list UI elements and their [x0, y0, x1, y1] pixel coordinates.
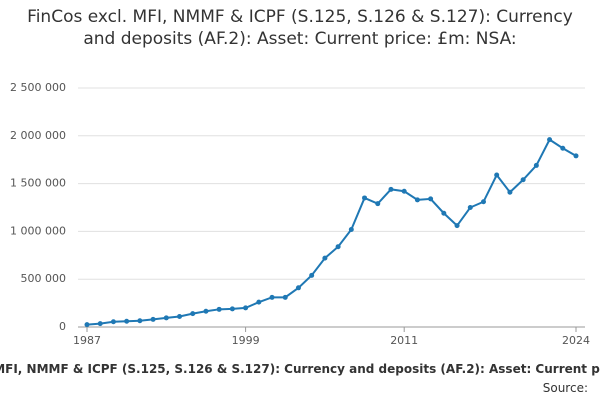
data-point	[573, 153, 579, 159]
data-point	[335, 244, 341, 250]
y-tick-label: 500 000	[21, 272, 67, 285]
data-point	[163, 315, 169, 321]
x-tick-label: 2024	[562, 334, 590, 347]
data-point	[137, 318, 143, 324]
data-point	[124, 318, 130, 324]
data-point	[388, 186, 394, 192]
data-point	[97, 321, 103, 327]
data-point	[203, 308, 209, 314]
data-point	[454, 223, 460, 229]
y-tick-label: 1 500 000	[10, 177, 66, 190]
x-tick-label: 2011	[390, 334, 418, 347]
data-point	[414, 197, 420, 203]
x-tick-label: 1987	[73, 334, 101, 347]
data-point	[216, 306, 222, 312]
data-point	[507, 189, 513, 195]
data-point	[243, 305, 249, 311]
x-tick-label: 1999	[232, 334, 260, 347]
data-point	[375, 201, 381, 207]
data-point	[441, 210, 447, 216]
data-point	[560, 145, 566, 151]
data-point	[269, 294, 275, 300]
data-point	[229, 306, 235, 312]
y-tick-label: 2 000 000	[10, 129, 66, 142]
data-point	[177, 313, 183, 319]
series-line	[86, 138, 577, 326]
data-point	[150, 316, 156, 322]
data-point	[295, 285, 301, 291]
data-point	[190, 311, 196, 317]
data-point	[362, 195, 368, 201]
source: Source:	[542, 381, 588, 395]
data-point	[480, 199, 486, 205]
y-tick-label: 1 000 000	[10, 224, 66, 237]
data-point	[256, 299, 262, 305]
data-point	[282, 294, 288, 300]
data-point	[348, 226, 354, 232]
data-point	[467, 205, 473, 210]
y-tick-label: 2 500 000	[10, 81, 66, 94]
data-point	[401, 188, 407, 194]
data-point	[520, 177, 526, 183]
data-point	[547, 137, 553, 143]
data-point	[494, 172, 500, 178]
x-axis-label-box: FinCos excl. MFI, NMMF & ICPF (S.125, S.…	[0, 362, 600, 376]
data-point	[428, 196, 434, 202]
data-point	[110, 319, 116, 325]
y-tick-label: 0	[59, 320, 66, 333]
data-point	[309, 272, 315, 278]
data-point	[533, 162, 539, 168]
data-point	[84, 322, 90, 328]
chart-title: FinCos excl. MFI, NMMF & ICPF (S.125, S.…	[27, 7, 573, 49]
data-point	[322, 255, 328, 261]
x-axis-label: FinCos excl. MFI, NMMF & ICPF (S.125, S.…	[0, 362, 600, 376]
